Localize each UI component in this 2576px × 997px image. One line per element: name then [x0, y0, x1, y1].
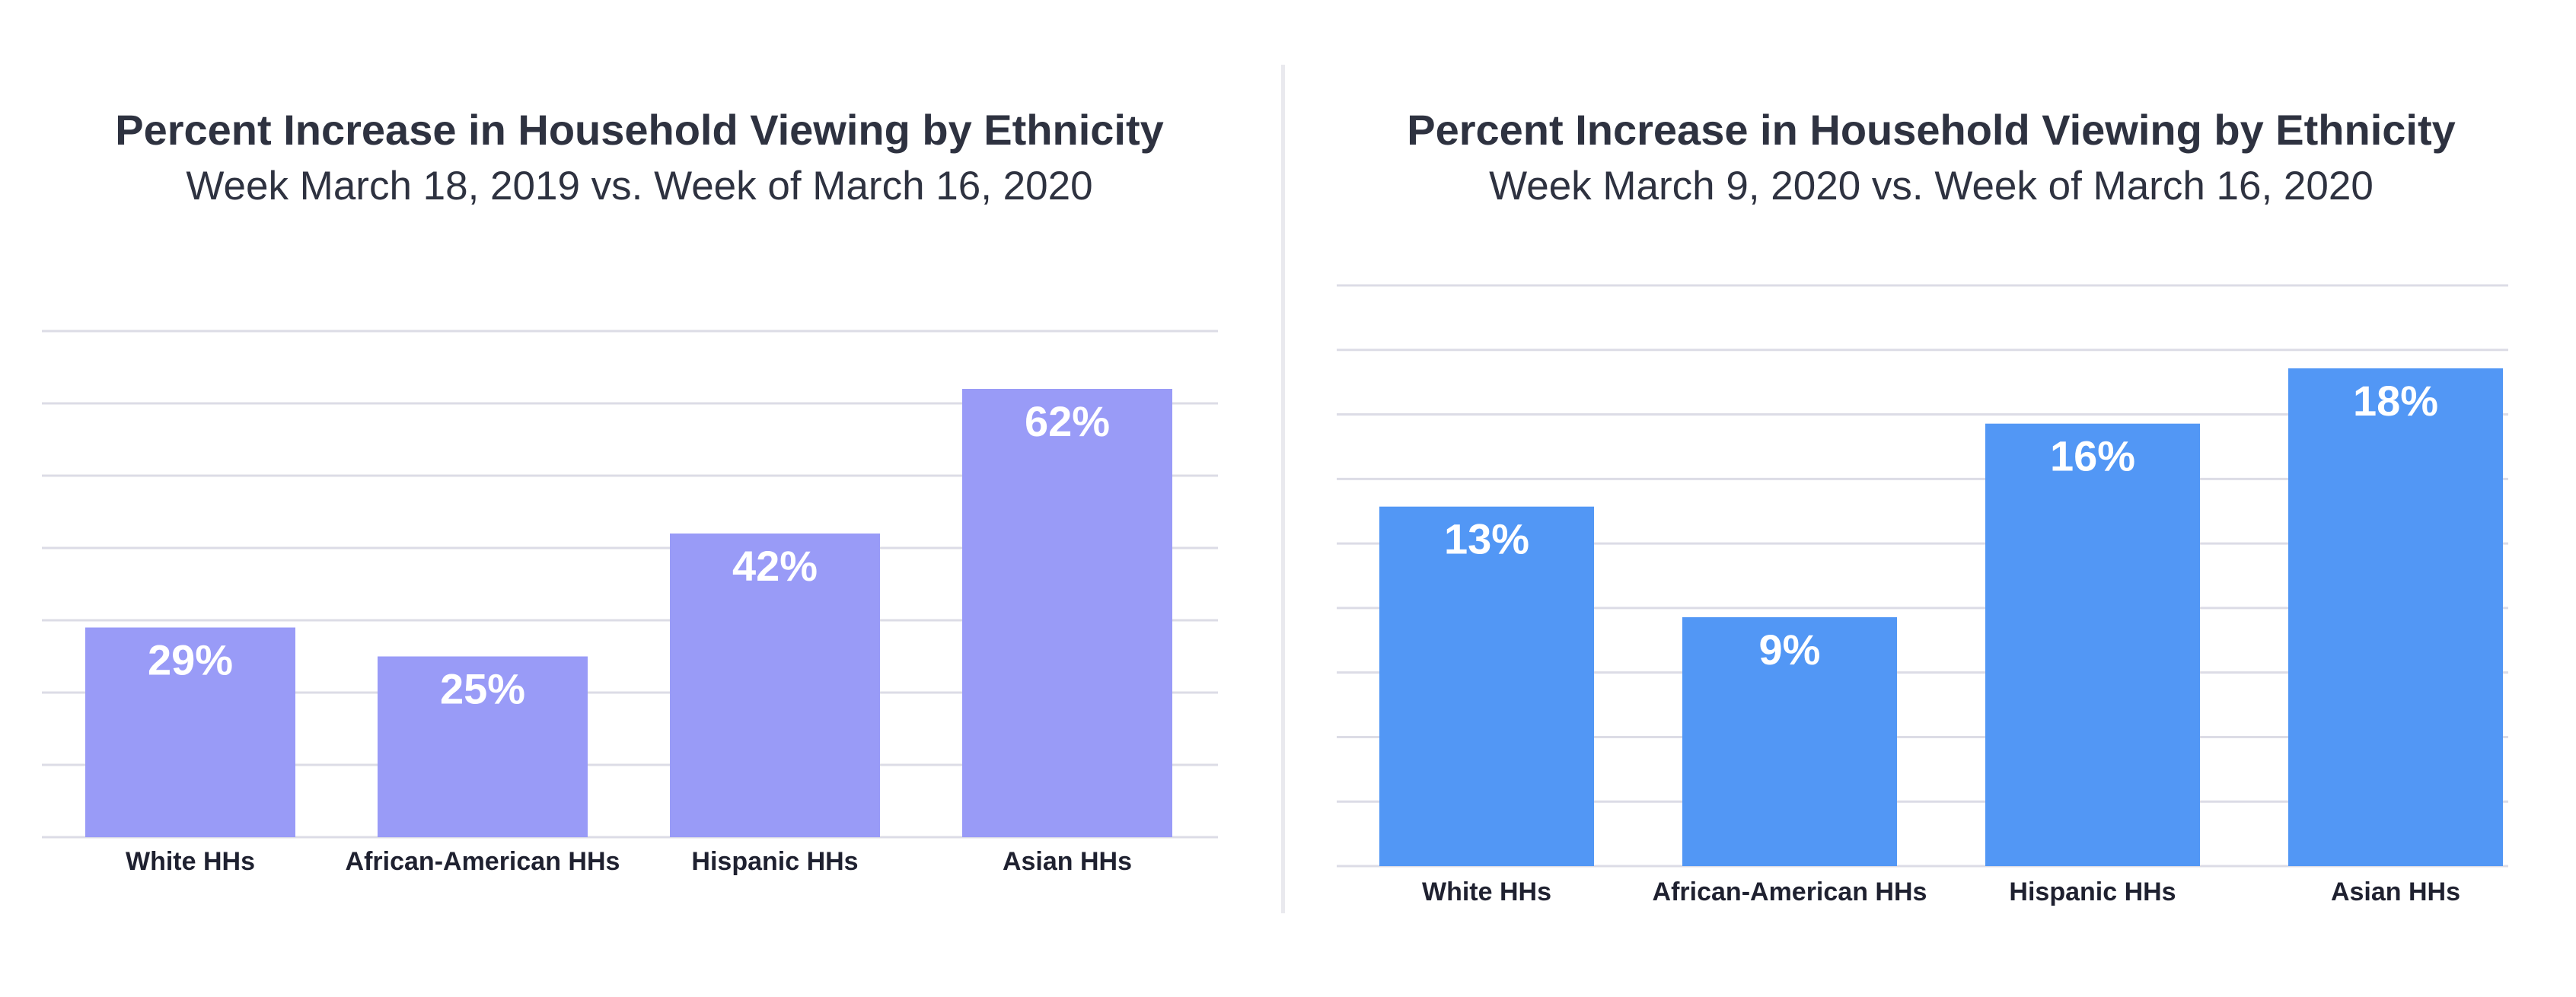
category-label: Asian HHs	[2331, 878, 2460, 906]
data-label: 62%	[1025, 397, 1110, 445]
data-label: 29%	[148, 636, 233, 684]
bar	[85, 627, 295, 837]
category-label: African-American HHs	[1653, 878, 1927, 906]
chart-subtitle: Week March 18, 2019 vs. Week of March 16…	[186, 164, 1093, 209]
category-label: African-American HHs	[346, 847, 620, 876]
bar	[962, 389, 1172, 837]
category-label: Asian HHs	[1003, 847, 1132, 876]
data-label: 18%	[2353, 377, 2438, 425]
chart-title: Percent Increase in Household Viewing by…	[1407, 106, 2456, 154]
chart-left: Percent Increase in Household Viewing by…	[0, 0, 1279, 997]
bar	[1682, 617, 1897, 866]
category-label: White HHs	[1422, 878, 1551, 906]
chart-subtitle: Week March 9, 2020 vs. Week of March 16,…	[1489, 164, 2374, 209]
bar	[670, 534, 880, 837]
chart-title: Percent Increase in Household Viewing by…	[115, 106, 1164, 154]
data-label: 25%	[440, 665, 525, 713]
bar	[2288, 368, 2503, 866]
category-label: White HHs	[126, 847, 255, 876]
category-label: Hispanic HHs	[691, 847, 858, 876]
panel-divider	[1281, 65, 1285, 913]
category-label: Hispanic HHs	[2009, 878, 2176, 906]
bar	[1985, 423, 2200, 866]
data-label: 16%	[2050, 432, 2135, 480]
bar-chart-right: 13% White HHs 9% African-American HHs 16% His…	[1337, 284, 2508, 906]
bar	[378, 656, 588, 837]
data-label: 42%	[732, 542, 818, 590]
chart-right: Percent Increase in Household Viewing by…	[1286, 0, 2576, 997]
data-label: 13%	[1444, 515, 1529, 563]
bar-chart-left: 29% White HHs 25% African-American HHs 42% Hi…	[42, 330, 1218, 876]
data-label: 9%	[1759, 626, 1821, 674]
bar	[1379, 506, 1594, 866]
